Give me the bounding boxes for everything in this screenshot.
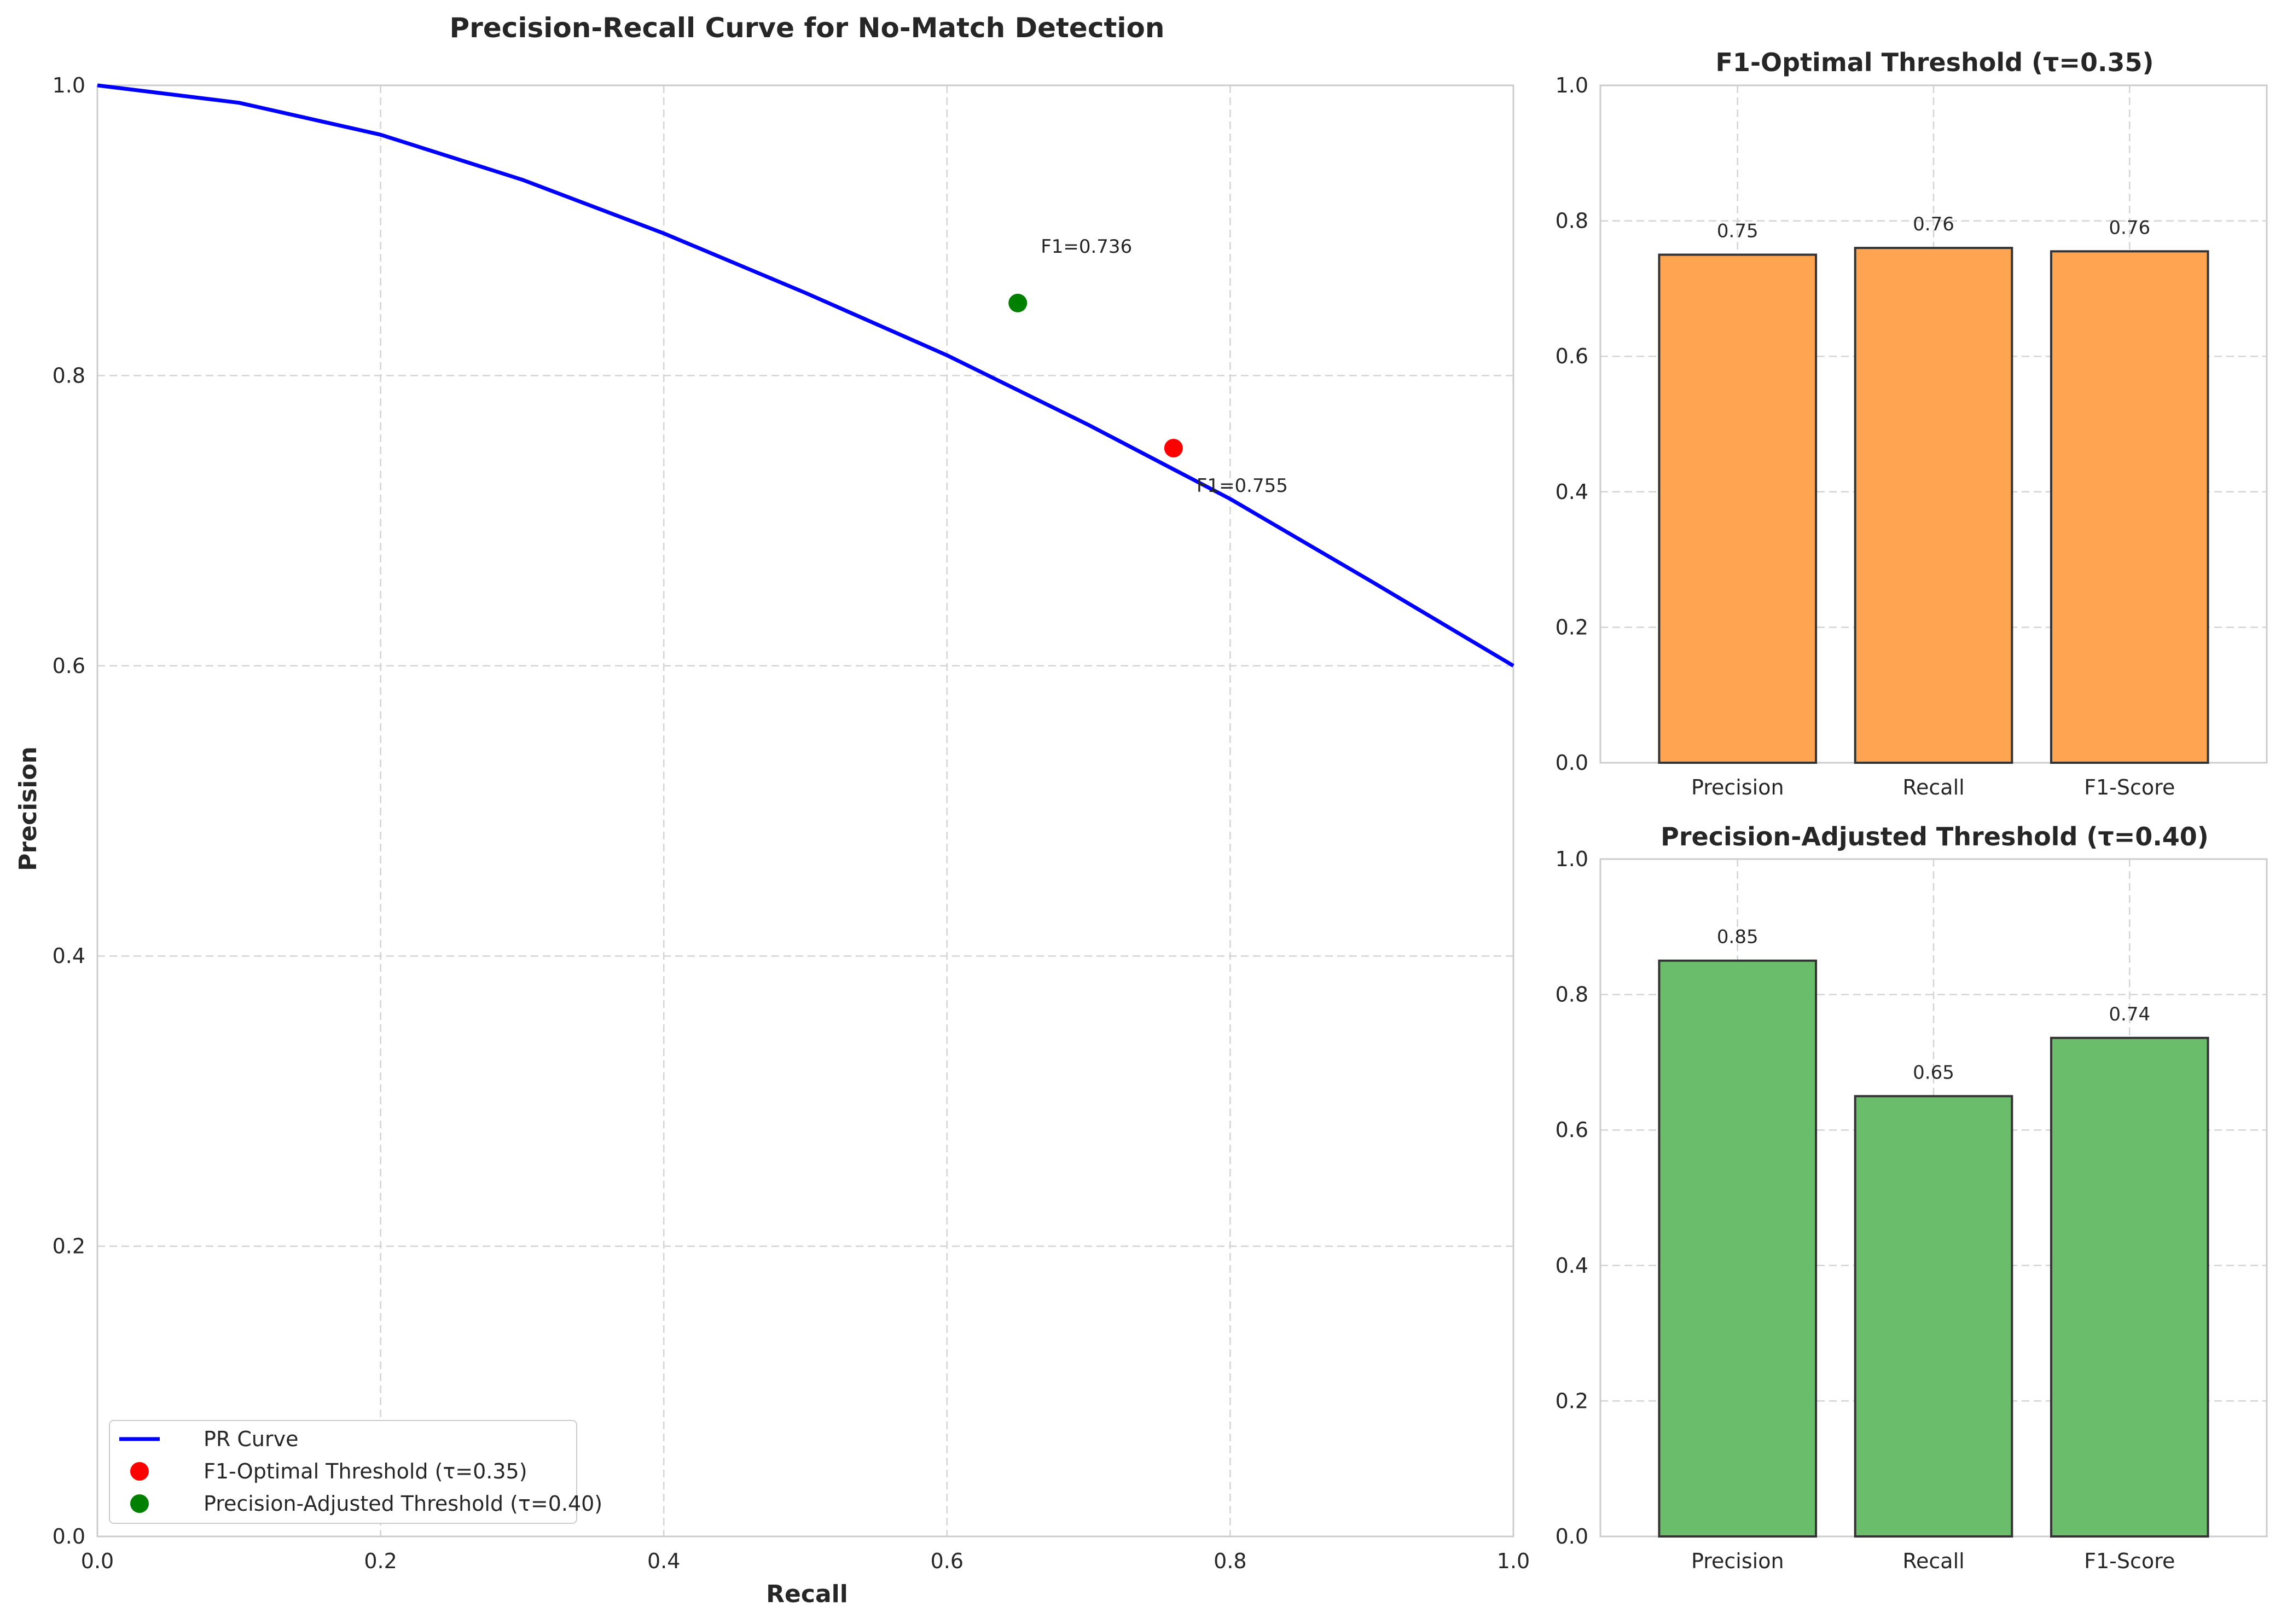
bar2-bar-value-label: 0.85	[1717, 926, 1758, 948]
legend-precision-adjusted-marker	[130, 1494, 149, 1513]
pr-ytick-label: 0.2	[53, 1234, 85, 1258]
bar1-ytick-label: 0.4	[1556, 480, 1588, 504]
legend-pr-curve-label: PR Curve	[204, 1427, 299, 1451]
threshold-annotation-0: F1=0.755	[1197, 475, 1288, 497]
pr-legend: PR Curve F1-Optimal Threshold (τ=0.35) P…	[109, 1420, 602, 1524]
threshold-annotation-1: F1=0.736	[1041, 236, 1132, 258]
pr-xtick-label: 0.0	[81, 1549, 114, 1573]
bar1-ytick-label: 0.6	[1556, 344, 1588, 368]
bar2-bar-value-label: 0.74	[2109, 1004, 2150, 1025]
bar1-bar-f1-score	[2050, 250, 2209, 764]
pr-x-axis-label: Recall	[766, 1580, 848, 1608]
bar1-ytick-label: 0.2	[1556, 615, 1588, 639]
legend-box	[109, 1420, 577, 1524]
bar1-xtick-label: Precision	[1691, 775, 1784, 799]
pr-ytick-label: 1.0	[53, 73, 85, 97]
bar2-bar-recall	[1854, 1095, 2013, 1538]
bar2-ytick-label: 0.6	[1556, 1118, 1588, 1142]
bar2-ytick-label: 0.4	[1556, 1254, 1588, 1278]
threshold-point-1	[1008, 293, 1028, 312]
pr-xtick-label: 0.6	[931, 1549, 964, 1573]
bar2-ytick-label: 0.0	[1556, 1524, 1588, 1548]
bar2-ytick-label: 0.2	[1556, 1389, 1588, 1413]
pr-frame	[96, 84, 1514, 1538]
pr-xtick-label: 0.4	[647, 1549, 680, 1573]
bar2-bar-f1-score	[2050, 1036, 2209, 1538]
bar2-xtick-label: Precision	[1691, 1549, 1784, 1573]
precision-adjusted-bar-panel: Precision-Adjusted Threshold (τ=0.40) 0.…	[1556, 822, 2268, 1573]
pr-xtick-label: 1.0	[1497, 1549, 1530, 1573]
threshold-point-0	[1164, 439, 1183, 457]
bar1-ytick-label: 0.0	[1556, 751, 1588, 775]
bar2-xtick-label: F1-Score	[2084, 1549, 2175, 1573]
pr-chart-title: Precision-Recall Curve for No-Match Dete…	[450, 12, 1165, 44]
bar2-title: Precision-Adjusted Threshold (τ=0.40)	[1661, 822, 2209, 851]
bar1-title: F1-Optimal Threshold (τ=0.35)	[1716, 48, 2154, 77]
pr-ytick-label: 0.0	[53, 1524, 85, 1548]
bar2-ytick-label: 1.0	[1556, 847, 1588, 871]
bar2-bar-precision	[1658, 959, 1818, 1538]
bar1-xtick-label: F1-Score	[2084, 775, 2175, 799]
pr-y-axis-label: Precision	[14, 746, 42, 871]
bar2-xtick-label: Recall	[1902, 1549, 1964, 1573]
pr-curve-panel: Precision-Recall Curve for No-Match Dete…	[14, 12, 1530, 1608]
pr-curve-line	[97, 83, 1514, 668]
bar1-ytick-label: 1.0	[1556, 73, 1588, 97]
bar1-bar-value-label: 0.76	[1913, 213, 1954, 235]
pr-xtick-label: 0.2	[364, 1549, 397, 1573]
pr-xtick-label: 0.8	[1214, 1549, 1246, 1573]
bar1-ytick-label: 0.8	[1556, 209, 1588, 233]
bar1-xtick-label: Recall	[1902, 775, 1964, 799]
pr-ytick-label: 0.6	[53, 654, 85, 678]
bar1-bar-value-label: 0.75	[1717, 221, 1758, 242]
bar1-bar-recall	[1854, 247, 2013, 764]
pr-ytick-label: 0.8	[53, 363, 85, 387]
legend-precision-adjusted-label: Precision-Adjusted Threshold (τ=0.40)	[204, 1492, 602, 1516]
bar1-bar-value-label: 0.76	[2109, 217, 2150, 239]
f1-optimal-bar-panel: F1-Optimal Threshold (τ=0.35) 0.0 0.2 0.4 0…	[1556, 48, 2268, 799]
bar2-bar-value-label: 0.65	[1913, 1062, 1954, 1083]
bar2-ytick-label: 0.8	[1556, 983, 1588, 1007]
legend-f1-optimal-label: F1-Optimal Threshold (τ=0.35)	[204, 1459, 527, 1483]
pr-ytick-label: 0.4	[53, 944, 85, 968]
legend-f1-optimal-marker	[130, 1462, 149, 1481]
bar1-bar-precision	[1658, 253, 1818, 764]
